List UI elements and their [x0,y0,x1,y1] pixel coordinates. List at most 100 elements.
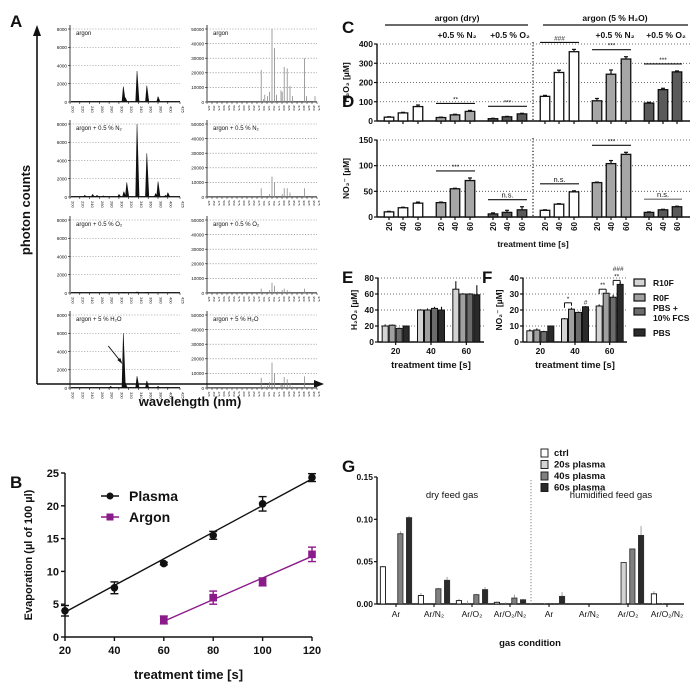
x-tick-label: 625 [247,297,251,302]
spectral-peak [123,97,128,102]
bar [402,325,410,343]
spectral-peak [166,101,171,102]
bar [424,309,431,343]
x-tick-label: 425 [207,297,211,302]
panel-d-no2: 0 50 100 150 NO₂⁻ [µM] 20 40 60 20 40 60 *** 20 40 60 n… [341,135,690,249]
x-tick-label: 280 [110,201,115,208]
x-tick-label: 450 [212,106,216,111]
y-tick-label: 8000 [57,313,68,318]
legend-marker [106,492,114,500]
y-tick-label: 40 [365,305,375,315]
y-tick-label: 8000 [57,122,68,127]
y-tick-label: 6000 [57,140,68,145]
y-tick-label: 10 [510,321,520,331]
bar [559,595,566,605]
significance-label: *** [504,99,512,106]
data-point [160,559,168,568]
spectrum-condition-label: argon + 0.5 % O₂ [76,222,123,228]
panel-f-significance: *#****### [564,266,624,308]
x-tick-label: 220 [80,201,85,208]
data-point [209,531,217,540]
bar-group: 20 40 60 [383,201,424,231]
x-tick-label: 775 [277,201,281,206]
spectrum-condition-label: argon [76,31,91,37]
x-tick-label: 425 [207,201,211,206]
bar [643,102,655,122]
y-tick-label: 0 [201,386,204,391]
x-tick-label: 550 [232,201,236,206]
spectrum-nir: 0 10000 20000 30000 40000 50000 425 450 475 500 52… [191,25,321,111]
x-tick-label: 450 [212,201,216,206]
y-tick-label: 10000 [191,85,204,90]
bar [459,293,467,343]
legend-label: 10% FCS [653,313,690,323]
x-tick-label: 425 [181,297,186,304]
y-tick-label: 50000 [191,27,204,32]
bar [650,593,657,605]
x-tick-label: 675 [257,297,261,302]
x-tick-label: 240 [90,106,95,113]
bar [547,325,555,343]
x-tick-label: 280 [110,106,115,113]
panel-label-b: B [10,473,22,492]
group-header: argon (5 % H₂O) [582,13,647,23]
regression-line [64,478,313,613]
x-tick-label: 280 [110,392,115,399]
x-tick-label: 700 [262,392,266,397]
spectral-peak [135,124,140,197]
bar-group: 20 40 60 n.s. [643,190,683,231]
legend-swatch [633,307,646,316]
x-tick-label: 675 [257,392,261,397]
x-tick-label: 300 [119,297,124,304]
y-tick-label: 40000 [191,327,204,332]
bar [561,318,568,343]
x-tick-label: 320 [129,297,134,304]
x-tick-label: 675 [257,106,261,111]
legend-swatch [633,278,646,287]
legend-label: Argon [129,509,170,525]
x-tick-label: 260 [100,297,105,304]
subgroup-header: +0.5 % N₂ [596,30,635,40]
y-tick-label: 20 [47,501,59,513]
x-tick-label: 360 [149,297,154,304]
x-tick-label: 725 [267,106,271,111]
spectral-peak [145,380,150,388]
x-tick-label: 975 [317,106,321,111]
bar [605,73,617,122]
y-tick-label: 10000 [191,276,204,281]
x-tick-label: 20 [645,221,654,230]
x-tick-label: 600 [242,201,246,206]
spectrum-nir: 0 10000 20000 30000 40000 50000 425 450 475 500 52… [191,216,321,302]
x-tick-label: 40 [570,346,580,356]
x-tick-label: Ar [392,609,401,619]
y-tick-label: 0 [201,100,204,105]
x-tick-label: 600 [242,297,246,302]
spectrum-uv: 0 2000 4000 6000 8000 200 220 240 260 280 300 320 34… [57,216,186,304]
x-tick-label: 425 [207,392,211,397]
panel-label-f: F [482,268,492,287]
x-tick-label: 400 [168,392,173,399]
x-tick-label: 425 [181,201,186,208]
series-argon: Argon [101,509,316,625]
panel-label-g: G [342,457,355,476]
x-tick-label: 850 [292,392,296,397]
y-tick-label: 20 [510,305,520,315]
spectrum-condition-label: argon + 0.5 % O₂ [213,222,260,228]
subgroup-header: +0.5 % N₂ [438,30,477,40]
spectral-peak [145,292,150,293]
x-tick-label: 240 [90,201,95,208]
x-tick-label: Ar/N₂ [424,609,444,619]
x-tick-label: 625 [247,392,251,397]
panel-label-a: A [10,12,22,31]
x-tick-label: 60 [605,346,615,356]
x-tick-label: 975 [317,392,321,397]
x-tick-label: 40 [426,346,436,356]
x-tick-label: 925 [307,297,311,302]
y-tick-label: 0.00 [356,599,373,609]
legend-label: ctrl [554,448,569,459]
y-tick-label: 0 [201,195,204,200]
y-tick-label: 20000 [191,262,204,267]
category-group: Ar/N₂ [417,576,451,619]
